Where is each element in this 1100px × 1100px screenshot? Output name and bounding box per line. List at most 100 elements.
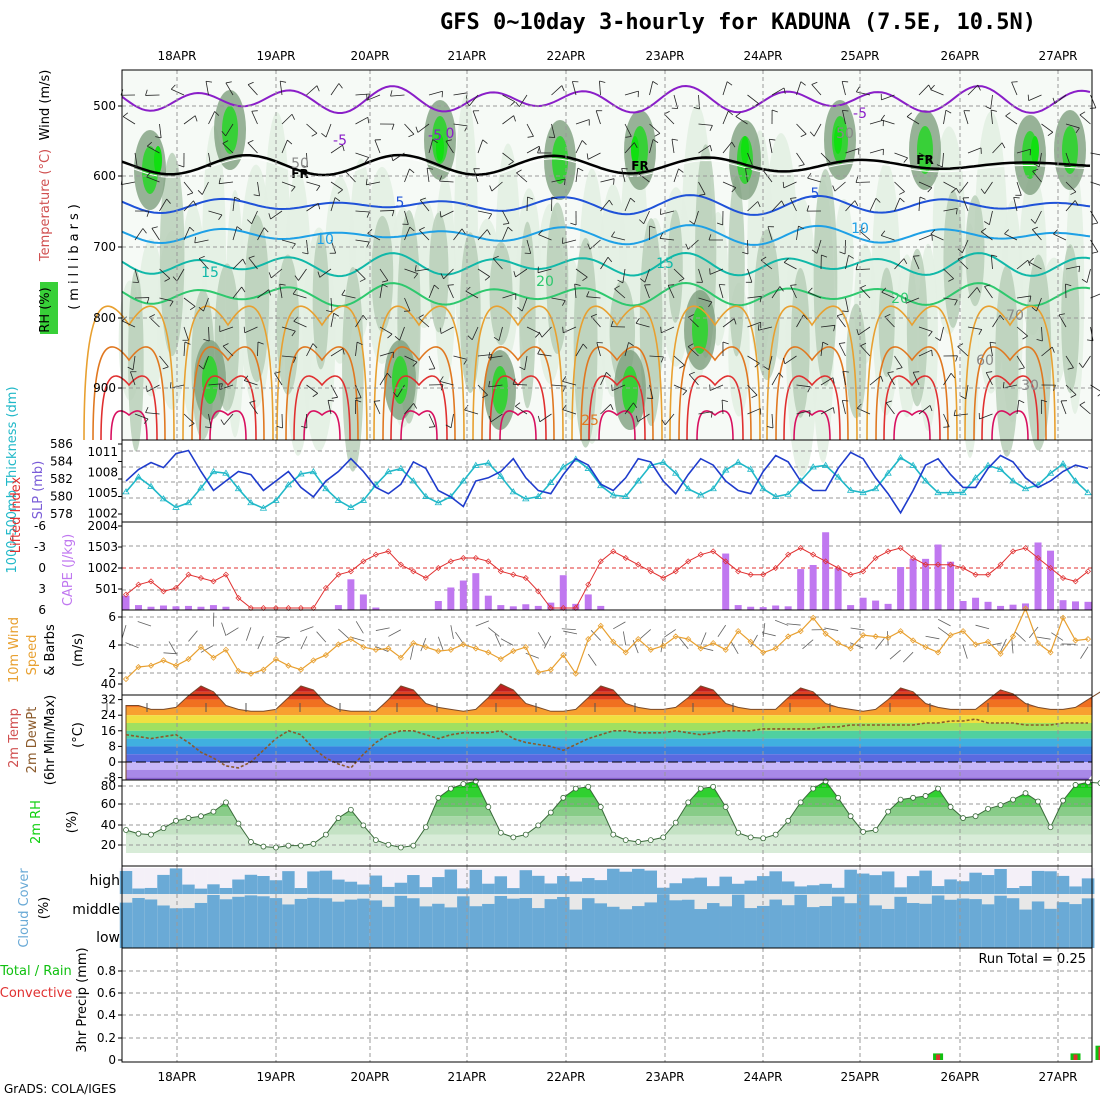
wind10-point <box>710 640 717 647</box>
cloud-cover-bar <box>819 920 833 948</box>
cape-tick-label: 1002 <box>87 561 118 575</box>
wind-barb <box>1091 251 1098 254</box>
wind10-barb <box>355 621 364 634</box>
cloud-cover-bar <box>257 896 270 920</box>
wind-barb <box>379 284 383 299</box>
wind-barb <box>477 268 490 277</box>
wind-barb <box>1090 94 1097 109</box>
wind-barb <box>132 355 136 370</box>
wind-barb <box>698 297 713 303</box>
wind-barb <box>439 376 444 382</box>
rh-band <box>126 788 1092 798</box>
wind-barb <box>1079 114 1091 125</box>
wind-barb <box>841 81 846 96</box>
cloud-cover-bar <box>881 871 895 894</box>
wind-barb <box>415 268 430 272</box>
wind10-point <box>510 648 517 655</box>
temp-contour-blue <box>121 194 1091 216</box>
wind-barb <box>1047 131 1054 137</box>
wind-barb <box>234 196 241 201</box>
wind10-barb <box>420 637 427 652</box>
wind-barb <box>837 313 844 317</box>
rh-point <box>697 785 704 792</box>
rh-band <box>126 807 1092 817</box>
wind-barb <box>894 181 905 192</box>
wind-barb <box>599 80 606 83</box>
wind-barb <box>1058 314 1067 328</box>
wind-barb <box>418 314 424 319</box>
wind-barb <box>610 320 614 327</box>
rh-point <box>510 834 517 841</box>
wind-barb <box>251 111 258 125</box>
wind-barb <box>842 110 846 125</box>
wind10-barb <box>350 636 365 642</box>
wind-barb <box>257 181 260 196</box>
wind-barb <box>440 273 444 280</box>
cape-bar <box>372 607 380 610</box>
wind-barb <box>624 402 634 415</box>
rh-shade <box>159 152 185 357</box>
wind-barb <box>1022 335 1028 340</box>
rh-point <box>772 831 779 838</box>
li-point <box>897 545 904 551</box>
wind-barb <box>930 89 944 96</box>
wind-barb <box>541 326 552 338</box>
cloud-cover-bar <box>869 905 883 920</box>
wind-barb <box>991 254 998 257</box>
cloud-cover-bar <box>432 877 445 894</box>
li-point <box>1072 578 1079 585</box>
cloud-clear <box>831 868 845 894</box>
cloud-cover-bar <box>144 920 158 948</box>
wind-barb <box>825 162 832 166</box>
cloud-cover-bar <box>232 920 245 948</box>
wind-barb <box>954 413 969 417</box>
wind-barb <box>515 101 520 107</box>
wind-barb <box>1016 326 1028 337</box>
wind-barb <box>842 370 849 373</box>
wind-barb <box>931 350 933 357</box>
wind-barb <box>551 85 563 96</box>
top-date-label: 20APR <box>350 49 389 63</box>
cape-bar <box>134 605 142 610</box>
wind-barb <box>513 271 516 278</box>
wind10-barb <box>962 645 968 659</box>
temp-tick-label: 32 <box>101 693 116 707</box>
rh-shade <box>244 215 270 383</box>
rh-point <box>960 815 966 821</box>
wind-barb <box>984 181 993 194</box>
wind10-barb <box>537 632 546 645</box>
wind10-point <box>347 636 354 643</box>
cloud-cover-bar <box>194 888 208 894</box>
cape-bar <box>472 573 480 610</box>
wind10-point <box>535 669 542 676</box>
wind-barb <box>515 402 521 407</box>
thickness-axis-label: 1000-500mb Thickness (dm) <box>5 386 20 573</box>
wind-barb <box>1031 229 1042 241</box>
cloud-cover-bar <box>269 920 283 948</box>
cloud-cover-bar <box>382 886 395 894</box>
slp-tick-label: 1008 <box>87 466 118 480</box>
wind-barb <box>745 167 752 170</box>
cape-bar <box>209 605 217 610</box>
wind-barb <box>1041 346 1053 357</box>
cape-bar <box>534 605 542 610</box>
wind-barb <box>887 372 895 386</box>
cloud-cover-bar <box>906 903 920 920</box>
wind-barb <box>373 401 381 415</box>
cloud-cover-bar <box>632 906 645 920</box>
wind-barb <box>364 157 370 163</box>
rh-point <box>1022 790 1029 797</box>
li-point <box>635 561 642 568</box>
li-point <box>760 571 767 578</box>
cloud-cover-bar <box>319 870 333 894</box>
wind-barb <box>606 371 611 377</box>
cloud-cover-bar <box>369 900 383 920</box>
cloud-cover-bar <box>682 878 695 894</box>
cloud-cover-bar <box>694 877 708 894</box>
cloud-cover-bar <box>1069 886 1082 894</box>
temp-line <box>125 683 1100 780</box>
wind-barb <box>222 143 234 154</box>
thickness-point <box>721 466 730 473</box>
wind-barb <box>127 366 134 371</box>
wind-barb <box>562 380 577 386</box>
